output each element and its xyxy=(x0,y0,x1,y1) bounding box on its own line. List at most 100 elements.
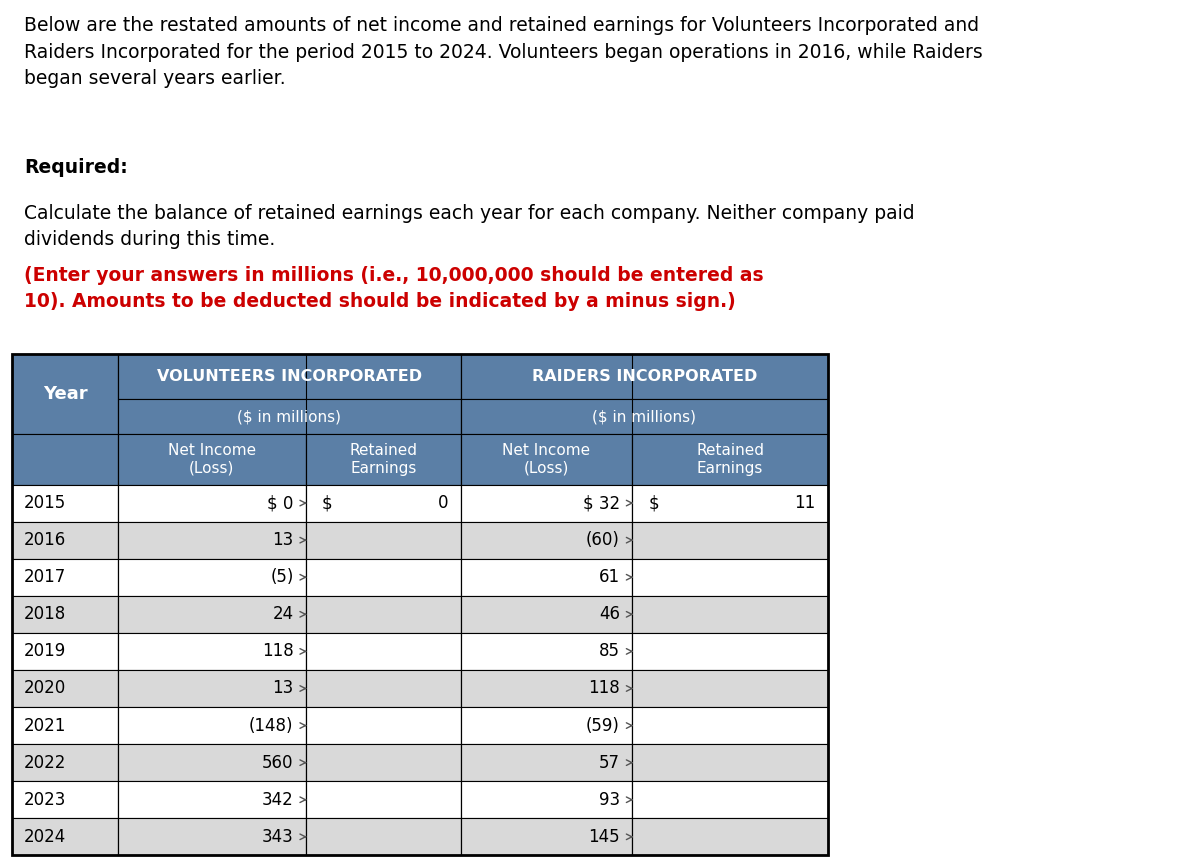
FancyBboxPatch shape xyxy=(461,435,632,485)
Text: (59): (59) xyxy=(586,716,620,734)
Text: 93: 93 xyxy=(599,791,620,809)
FancyBboxPatch shape xyxy=(461,632,632,670)
Text: 13: 13 xyxy=(272,531,294,550)
FancyBboxPatch shape xyxy=(118,485,306,522)
Text: 11: 11 xyxy=(794,494,816,512)
FancyBboxPatch shape xyxy=(118,596,306,632)
Text: 2024: 2024 xyxy=(24,828,66,846)
FancyBboxPatch shape xyxy=(118,670,306,707)
FancyBboxPatch shape xyxy=(12,435,118,485)
Text: 343: 343 xyxy=(262,828,294,846)
FancyBboxPatch shape xyxy=(306,632,461,670)
FancyBboxPatch shape xyxy=(306,707,461,744)
Text: 2017: 2017 xyxy=(24,569,66,587)
FancyBboxPatch shape xyxy=(12,818,118,855)
FancyBboxPatch shape xyxy=(12,522,118,559)
FancyBboxPatch shape xyxy=(306,596,461,632)
FancyBboxPatch shape xyxy=(632,707,828,744)
FancyBboxPatch shape xyxy=(12,632,118,670)
Text: 118: 118 xyxy=(262,643,294,660)
Text: Year: Year xyxy=(43,385,88,403)
Text: Below are the restated amounts of net income and retained earnings for Volunteer: Below are the restated amounts of net in… xyxy=(24,16,983,88)
FancyBboxPatch shape xyxy=(306,818,461,855)
FancyBboxPatch shape xyxy=(118,435,306,485)
Text: $: $ xyxy=(648,494,659,512)
FancyBboxPatch shape xyxy=(306,435,461,485)
FancyBboxPatch shape xyxy=(12,707,118,744)
Text: ($ in millions): ($ in millions) xyxy=(238,410,342,424)
Text: $: $ xyxy=(322,494,332,512)
FancyBboxPatch shape xyxy=(306,522,461,559)
Text: 145: 145 xyxy=(588,828,620,846)
Text: 61: 61 xyxy=(599,569,620,587)
FancyBboxPatch shape xyxy=(632,670,828,707)
Text: 0: 0 xyxy=(438,494,449,512)
Text: 85: 85 xyxy=(599,643,620,660)
FancyBboxPatch shape xyxy=(306,744,461,781)
FancyBboxPatch shape xyxy=(118,818,306,855)
Text: (148): (148) xyxy=(250,716,294,734)
FancyBboxPatch shape xyxy=(12,354,118,435)
Text: 2019: 2019 xyxy=(24,643,66,660)
FancyBboxPatch shape xyxy=(12,744,118,781)
FancyBboxPatch shape xyxy=(118,522,306,559)
Text: 2023: 2023 xyxy=(24,791,67,809)
Text: 2022: 2022 xyxy=(24,753,67,772)
Text: 2016: 2016 xyxy=(24,531,66,550)
FancyBboxPatch shape xyxy=(118,399,461,435)
FancyBboxPatch shape xyxy=(632,632,828,670)
Text: Net Income
(Loss): Net Income (Loss) xyxy=(503,443,590,476)
FancyBboxPatch shape xyxy=(632,522,828,559)
Text: Retained
Earnings: Retained Earnings xyxy=(696,443,764,476)
Text: RAIDERS INCORPORATED: RAIDERS INCORPORATED xyxy=(532,369,757,384)
FancyBboxPatch shape xyxy=(632,818,828,855)
FancyBboxPatch shape xyxy=(118,707,306,744)
Text: ($ in millions): ($ in millions) xyxy=(593,410,696,424)
Text: VOLUNTEERS INCORPORATED: VOLUNTEERS INCORPORATED xyxy=(157,369,422,384)
FancyBboxPatch shape xyxy=(118,781,306,818)
FancyBboxPatch shape xyxy=(461,744,632,781)
Text: $ 32: $ 32 xyxy=(583,494,620,512)
Text: (5): (5) xyxy=(270,569,294,587)
FancyBboxPatch shape xyxy=(632,485,828,522)
Text: 2015: 2015 xyxy=(24,494,66,512)
FancyBboxPatch shape xyxy=(118,354,461,399)
Text: Calculate the balance of retained earnings each year for each company. Neither c: Calculate the balance of retained earnin… xyxy=(24,204,914,249)
FancyBboxPatch shape xyxy=(306,485,461,522)
Text: 13: 13 xyxy=(272,679,294,697)
Text: 2021: 2021 xyxy=(24,716,67,734)
FancyBboxPatch shape xyxy=(632,596,828,632)
FancyBboxPatch shape xyxy=(306,670,461,707)
FancyBboxPatch shape xyxy=(12,596,118,632)
Text: Net Income
(Loss): Net Income (Loss) xyxy=(168,443,256,476)
Text: 2018: 2018 xyxy=(24,606,66,623)
Text: $ 0: $ 0 xyxy=(268,494,294,512)
Text: 24: 24 xyxy=(272,606,294,623)
Text: 118: 118 xyxy=(588,679,620,697)
FancyBboxPatch shape xyxy=(632,559,828,596)
FancyBboxPatch shape xyxy=(12,485,118,522)
FancyBboxPatch shape xyxy=(12,670,118,707)
Text: 46: 46 xyxy=(599,606,620,623)
Text: (Enter your answers in millions (i.e., 10,000,000 should be entered as
10). Amou: (Enter your answers in millions (i.e., 1… xyxy=(24,266,763,311)
FancyBboxPatch shape xyxy=(461,522,632,559)
FancyBboxPatch shape xyxy=(461,559,632,596)
Text: Retained
Earnings: Retained Earnings xyxy=(349,443,418,476)
FancyBboxPatch shape xyxy=(461,485,632,522)
FancyBboxPatch shape xyxy=(461,707,632,744)
FancyBboxPatch shape xyxy=(306,559,461,596)
FancyBboxPatch shape xyxy=(12,781,118,818)
FancyBboxPatch shape xyxy=(461,399,828,435)
FancyBboxPatch shape xyxy=(118,632,306,670)
FancyBboxPatch shape xyxy=(118,559,306,596)
Text: 57: 57 xyxy=(599,753,620,772)
Text: Required:: Required: xyxy=(24,157,127,176)
Text: 560: 560 xyxy=(262,753,294,772)
FancyBboxPatch shape xyxy=(632,744,828,781)
FancyBboxPatch shape xyxy=(461,818,632,855)
FancyBboxPatch shape xyxy=(461,354,828,399)
Text: (60): (60) xyxy=(586,531,620,550)
FancyBboxPatch shape xyxy=(461,670,632,707)
FancyBboxPatch shape xyxy=(461,596,632,632)
FancyBboxPatch shape xyxy=(461,781,632,818)
